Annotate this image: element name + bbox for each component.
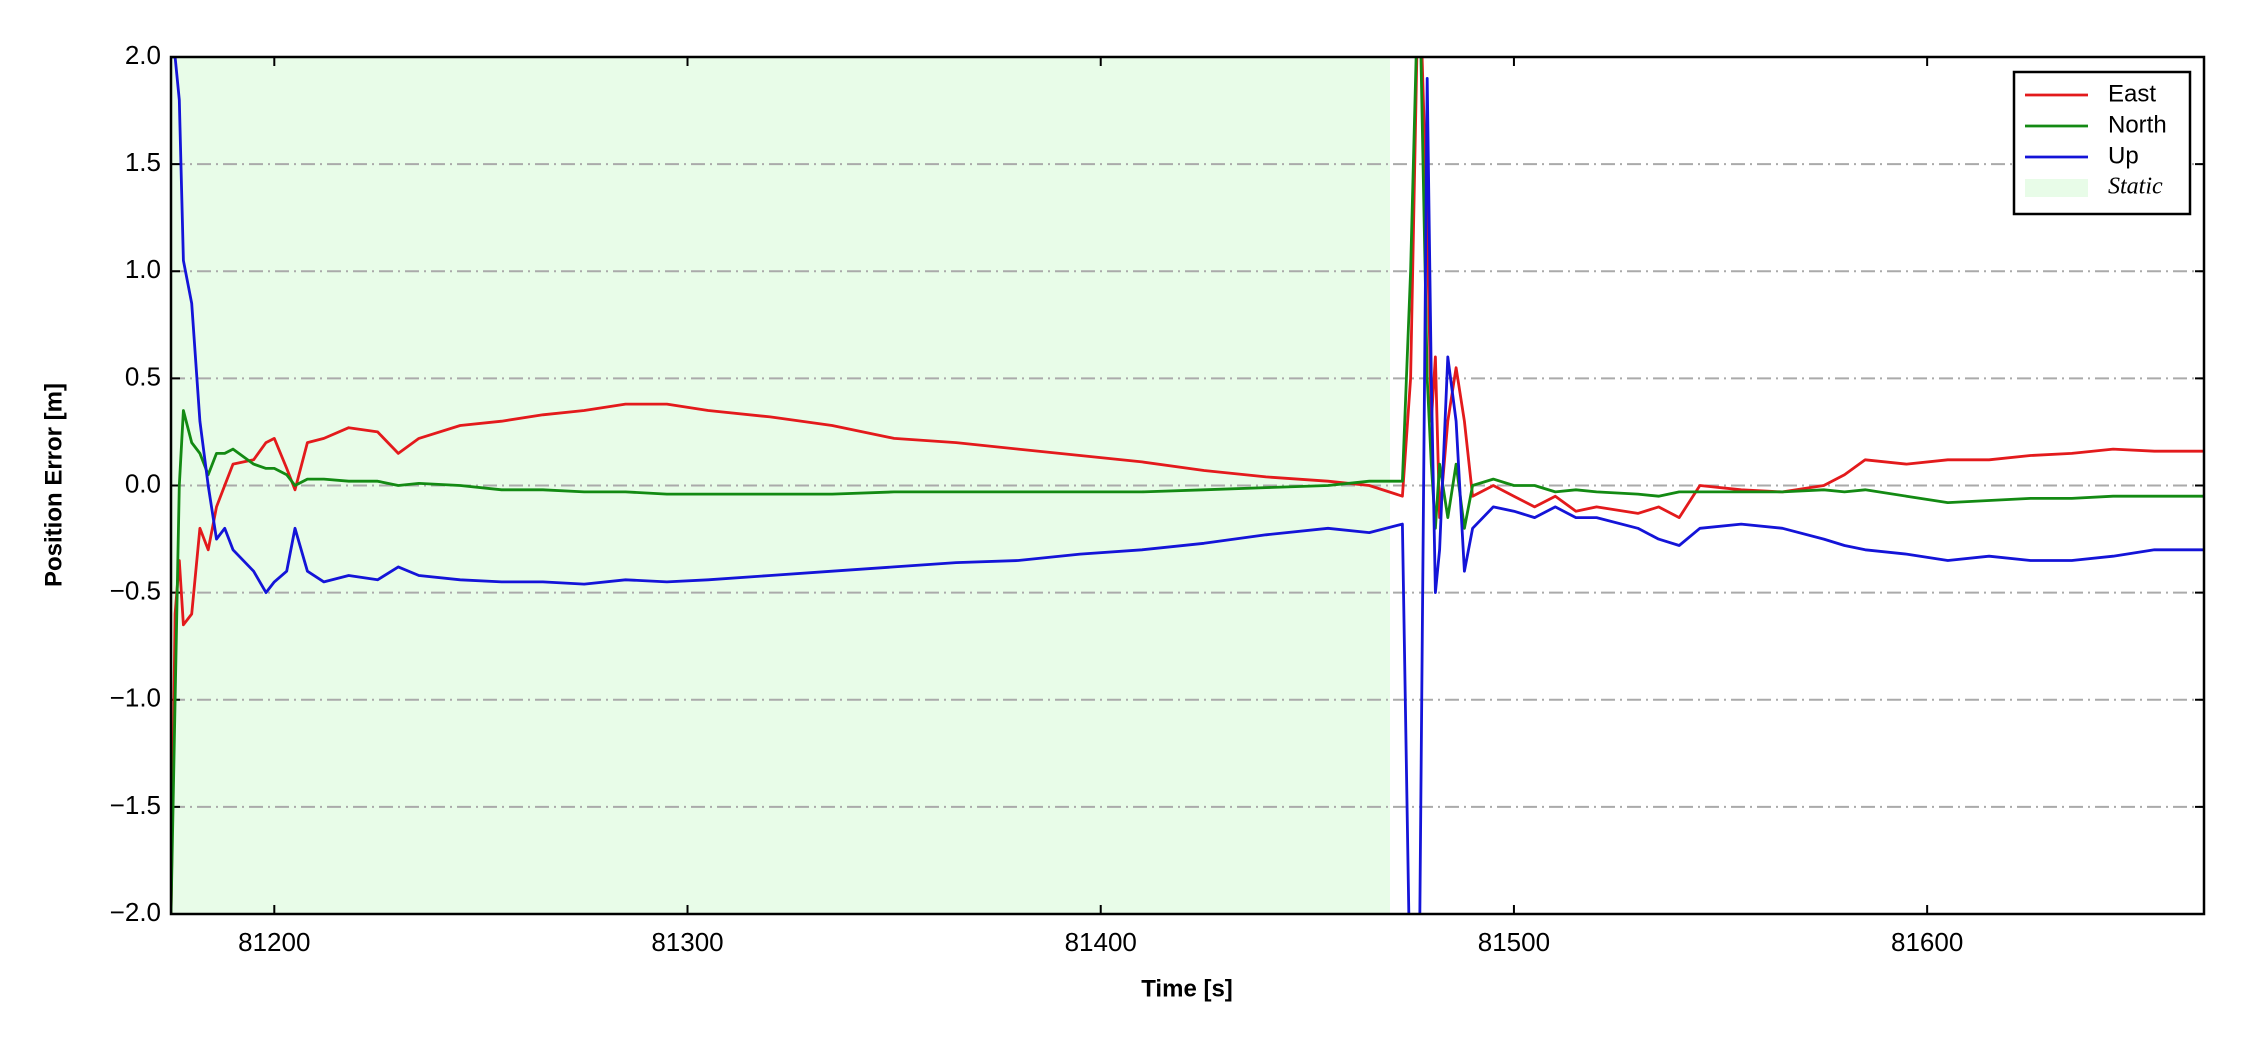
x-tick-label: 81400 — [1065, 927, 1137, 957]
legend-label: Static — [2108, 174, 2163, 200]
x-tick-label: 81300 — [651, 927, 723, 957]
y-tick-label: 0.5 — [125, 361, 161, 391]
y-tick-label: 2.0 — [125, 40, 161, 70]
legend-label: East — [2108, 80, 2156, 107]
legend-swatch — [2025, 179, 2088, 197]
y-tick-label: −0.5 — [110, 576, 161, 606]
series-line — [171, 57, 2204, 914]
x-tick-label: 81500 — [1478, 927, 1550, 957]
x-tick-label: 81200 — [238, 927, 310, 957]
y-tick-label: −1.5 — [110, 790, 161, 820]
plot-lines — [171, 57, 2204, 914]
x-tick-label: 81600 — [1891, 927, 1963, 957]
plot-frame — [169, 55, 2206, 916]
series-line — [171, 57, 2204, 914]
y-tick-label: 1.5 — [125, 147, 161, 177]
legend-label: North — [2108, 111, 2167, 138]
legend-label: Up — [2108, 142, 2139, 169]
y-tick-label: 0.0 — [125, 468, 161, 498]
x-axis-label: Time [s] — [1141, 975, 1233, 1002]
y-tick-label: −1.0 — [110, 683, 161, 713]
y-tick-label: 1.0 — [125, 254, 161, 284]
y-axis-label: Position Error [m] — [40, 383, 67, 587]
y-tick-label: −2.0 — [110, 897, 161, 927]
series-line — [171, 57, 2204, 914]
